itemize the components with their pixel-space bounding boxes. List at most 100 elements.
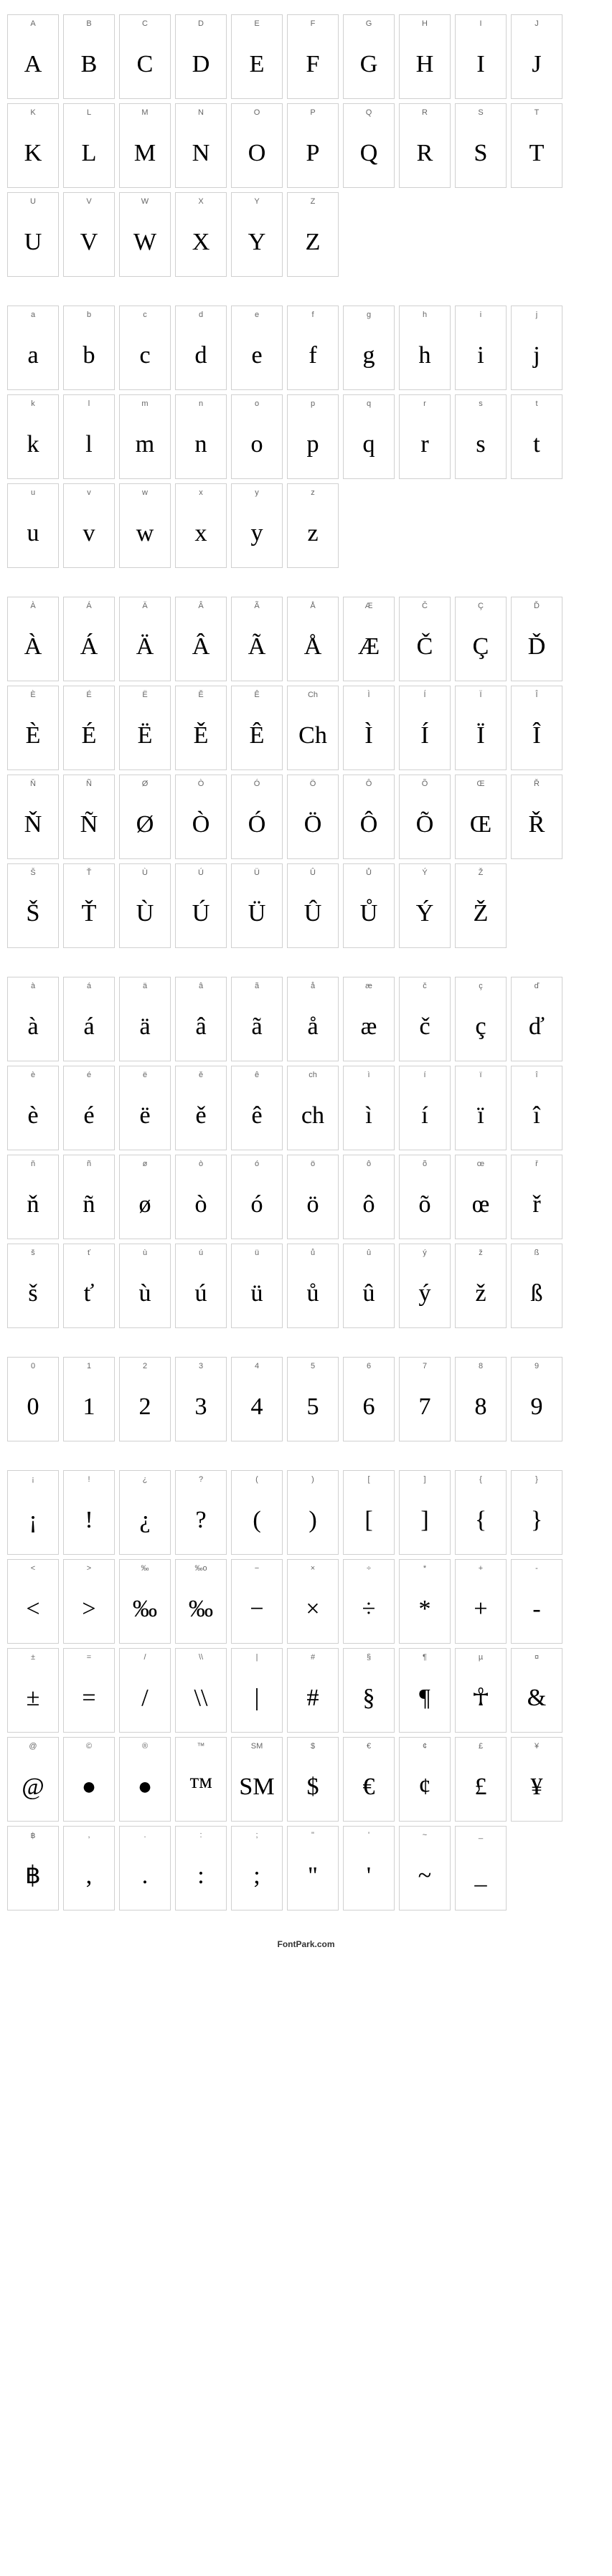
glyph-cell: 00	[7, 1357, 59, 1441]
glyph-display: 2	[139, 1378, 151, 1436]
glyph-display: ý	[419, 1264, 431, 1323]
glyph-display: #	[307, 1669, 319, 1728]
glyph-display: ô	[363, 1175, 375, 1234]
character-map: AABBCCDDEEFFGGHHIIJJKKLLMMNNOOPPQQRRSSTT…	[7, 14, 605, 1910]
glyph-display: Ù	[136, 884, 154, 943]
glyph-cell: WW	[119, 192, 171, 277]
glyph-display: ì	[365, 1086, 372, 1145]
glyph-cell: 22	[119, 1357, 171, 1441]
glyph-cell: ËË	[119, 686, 171, 770]
glyph-display: o	[251, 415, 263, 474]
glyph-display: á	[83, 998, 94, 1056]
glyph-label: µ	[479, 1653, 483, 1663]
glyph-cell: ãã	[231, 977, 283, 1061]
glyph-display: Ç	[473, 617, 489, 676]
glyph-display: Ô	[360, 795, 378, 854]
glyph-cell: ěě	[175, 1066, 227, 1150]
glyph-cell: ÍÍ	[399, 686, 451, 770]
glyph-display: I	[476, 35, 484, 94]
glyph-display: f	[309, 326, 316, 385]
glyph-cell: ââ	[175, 977, 227, 1061]
glyph-display: e	[251, 326, 262, 385]
glyph-cell: ÙÙ	[119, 863, 171, 948]
glyph-cell: ££	[455, 1737, 507, 1822]
glyph-display: æ	[361, 998, 377, 1056]
glyph-cell: áá	[63, 977, 115, 1061]
glyph-display: U	[24, 213, 42, 272]
glyph-cell: ™™	[175, 1737, 227, 1822]
glyph-label: Ň	[30, 780, 36, 790]
glyph-cell: SMSM	[231, 1737, 283, 1822]
glyph-label: |	[256, 1653, 258, 1663]
glyph-label: ]	[423, 1475, 425, 1485]
glyph-display: ‰	[133, 1580, 157, 1639]
glyph-display: Ó	[248, 795, 266, 854]
glyph-label: Ì	[367, 691, 369, 701]
glyph-display: V	[80, 213, 98, 272]
glyph-label: ¡	[32, 1475, 34, 1485]
glyph-label: ã	[255, 982, 259, 992]
glyph-cell: UU	[7, 192, 59, 277]
glyph-label: P	[310, 108, 315, 118]
glyph-label: r	[423, 399, 426, 409]
glyph-display: ü	[251, 1264, 263, 1323]
glyph-display: ●	[82, 1758, 97, 1817]
glyph-cell: ůů	[287, 1244, 339, 1328]
glyph-display: Õ	[416, 795, 434, 854]
glyph-label: J	[535, 19, 539, 29]
glyph-cell: chch	[287, 1066, 339, 1150]
glyph-label: @	[29, 1742, 37, 1752]
glyph-display: 7	[419, 1378, 431, 1436]
glyph-cell: ïï	[455, 1066, 507, 1150]
glyph-display: Â	[192, 617, 210, 676]
glyph-display: }	[531, 1491, 542, 1550]
glyph-label: ;	[255, 1831, 258, 1841]
glyph-label: ü	[255, 1249, 259, 1259]
glyph-display: Q	[360, 124, 378, 183]
glyph-display: Ř	[529, 795, 545, 854]
glyph-cell: îî	[511, 1066, 562, 1150]
glyph-cell: ~~	[399, 1826, 451, 1910]
glyph-cell: ..	[119, 1826, 171, 1910]
section-accented-upper: ÀÀÁÁÄÄÂÂÃÃÅÅÆÆČČÇÇĎĎÈÈÉÉËËĚĚÊÊChChÌÌÍÍÏÏ…	[7, 597, 605, 948]
glyph-label: R	[422, 108, 428, 118]
glyph-cell: ¶¶	[399, 1648, 451, 1733]
glyph-display: n	[195, 415, 207, 474]
glyph-label: M	[141, 108, 148, 118]
glyph-display: G	[360, 35, 378, 94]
glyph-cell: tt	[511, 394, 562, 479]
glyph-cell: ÅÅ	[287, 597, 339, 681]
glyph-cell: ÝÝ	[399, 863, 451, 948]
glyph-cell: ÏÏ	[455, 686, 507, 770]
glyph-label: '	[368, 1831, 369, 1841]
glyph-display: K	[24, 124, 42, 183]
glyph-cell: ÷÷	[343, 1559, 395, 1644]
glyph-cell: ôô	[343, 1155, 395, 1239]
glyph-display: P	[306, 124, 320, 183]
glyph-cell: ññ	[63, 1155, 115, 1239]
glyph-cell: íí	[399, 1066, 451, 1150]
glyph-display: 6	[363, 1378, 375, 1436]
glyph-display: ó	[251, 1175, 263, 1234]
glyph-cell: zz	[287, 483, 339, 568]
glyph-display: À	[24, 617, 42, 676]
glyph-label: €	[367, 1742, 371, 1752]
glyph-label: ø	[143, 1160, 148, 1170]
glyph-display: k	[27, 415, 39, 474]
glyph-cell: ûû	[343, 1244, 395, 1328]
glyph-cell: µ☥	[455, 1648, 507, 1733]
glyph-cell: NN	[175, 103, 227, 188]
glyph-cell: GG	[343, 14, 395, 99]
glyph-label: §	[367, 1653, 371, 1663]
glyph-display: ç	[475, 998, 486, 1056]
glyph-label: /	[143, 1653, 146, 1663]
glyph-display: 1	[83, 1378, 95, 1436]
glyph-display: !	[85, 1491, 93, 1550]
glyph-cell: ÂÂ	[175, 597, 227, 681]
glyph-cell: vv	[63, 483, 115, 568]
glyph-cell: ŤŤ	[63, 863, 115, 948]
glyph-display: ø	[139, 1175, 151, 1234]
glyph-label: Ť	[87, 868, 92, 879]
glyph-cell: ÎÎ	[511, 686, 562, 770]
glyph-display: b	[83, 326, 95, 385]
